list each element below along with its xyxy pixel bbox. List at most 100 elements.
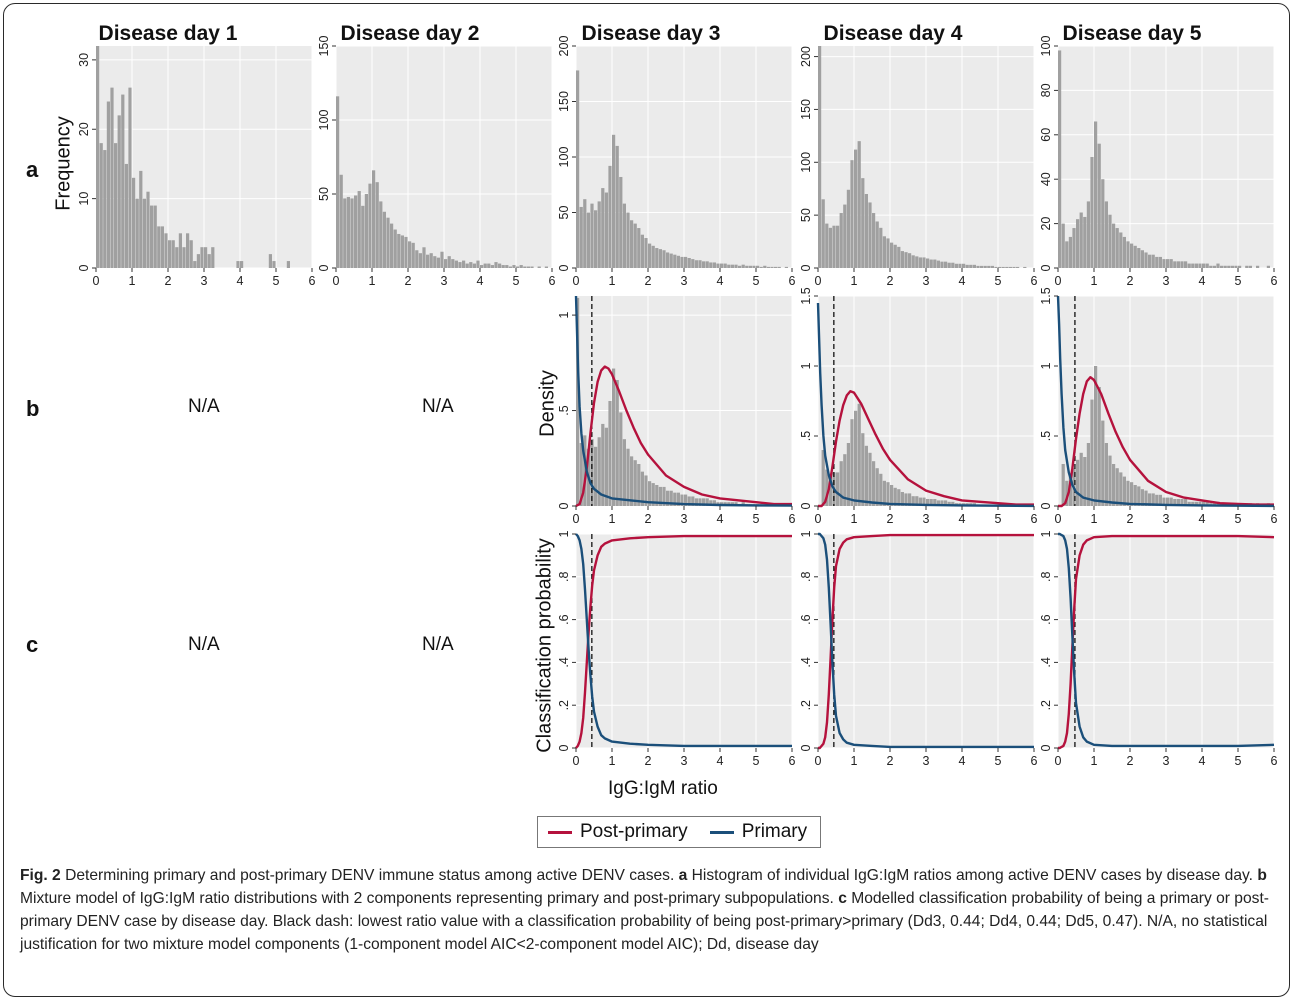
histogram-bar [705, 261, 709, 268]
histogram-bar [821, 450, 825, 506]
histogram-bar [357, 191, 361, 268]
y-tick-label: .2 [557, 700, 571, 710]
histogram-bar [339, 174, 343, 268]
histogram-bar [1094, 366, 1098, 506]
x-tick-label: 5 [753, 274, 760, 288]
y-tick-label: 30 [77, 53, 91, 67]
histogram-bar [189, 240, 193, 268]
primary-line [818, 532, 1034, 749]
y-tick-label: .8 [1039, 572, 1053, 582]
histogram-bar [519, 265, 523, 268]
caption-fig-label: Fig. 2 [20, 867, 61, 884]
histogram-bar [709, 500, 713, 506]
histogram-bar [962, 263, 966, 268]
histogram-bar [908, 493, 912, 506]
histogram-bar [286, 261, 290, 268]
y-tick-label: .6 [557, 614, 571, 624]
histogram-bar [608, 165, 612, 268]
x-tick-label: 4 [959, 512, 966, 526]
x-tick-label: 6 [1271, 754, 1278, 768]
x-tick-label: 3 [201, 274, 208, 288]
x-tick-label: 5 [995, 512, 1002, 526]
histogram-bar [709, 262, 713, 268]
x-tick-label: 4 [477, 274, 484, 288]
primary-line [816, 302, 1035, 508]
histogram-bar [832, 225, 836, 268]
histogram-bar [168, 240, 172, 268]
histogram-bar [1061, 223, 1065, 268]
histogram-bar [604, 192, 608, 268]
histogram-bar [612, 134, 616, 268]
histogram-bar [676, 492, 680, 506]
caption-a-label: a [678, 867, 688, 884]
histogram-bar [1166, 259, 1170, 268]
histogram-bar [694, 260, 698, 268]
histogram-bar [393, 229, 397, 268]
histogram-bar [662, 250, 666, 268]
x-tick-label: 1 [851, 754, 858, 768]
x-tick-label: 4 [717, 754, 724, 768]
y-tick-label: 100 [1039, 36, 1053, 57]
histogram-bar [1133, 485, 1137, 506]
histogram-bar [1158, 494, 1162, 506]
x-tick-label: 3 [1163, 754, 1170, 768]
histogram-bar [777, 266, 781, 268]
histogram-bar [828, 473, 832, 506]
y-tick-label: 50 [317, 187, 331, 201]
histogram-bar [857, 141, 861, 268]
histogram-bar [601, 423, 605, 506]
histogram-bar [691, 496, 695, 506]
caption-a-text: Histogram of individual IgG:IgM ratios a… [687, 867, 1258, 884]
histogram-bar [171, 240, 175, 268]
x-tick-label: 3 [923, 274, 930, 288]
y-tick-label: 0 [799, 264, 813, 271]
histogram-bar [846, 189, 850, 268]
y-tick-label: .5 [799, 431, 813, 441]
histogram-bar [1202, 501, 1206, 506]
histogram-bar [929, 499, 933, 506]
histogram-bar [1122, 476, 1126, 506]
histogram-bar [1198, 263, 1202, 268]
histogram-bar [579, 206, 583, 268]
histogram-bar [900, 251, 904, 268]
x-tick-label: 1 [129, 274, 136, 288]
x-tick-label: 1 [609, 512, 616, 526]
histogram-bar [886, 238, 890, 268]
histogram-bar [135, 198, 139, 268]
histogram-bar [1162, 497, 1166, 506]
histogram-bar [922, 497, 926, 506]
histogram-bar [415, 250, 419, 268]
histogram-bar [673, 254, 677, 268]
xlabel-ratio: IgG:IgM ratio [608, 778, 718, 799]
histogram-bar [1126, 241, 1130, 268]
histogram-bar [680, 256, 684, 268]
histogram-bar [900, 492, 904, 506]
panel-a-day2: 0 1 2 3 4 5 6 0 50 100 150 [317, 36, 556, 288]
histogram-bar [1065, 480, 1069, 506]
histogram-bar [619, 412, 623, 506]
histogram-bar [954, 263, 958, 268]
histogram-bar [397, 233, 401, 268]
histogram-bar [196, 254, 200, 268]
x-tick-label: 2 [1127, 754, 1134, 768]
y-tick-label: 0 [317, 264, 331, 271]
histogram-bar [727, 264, 731, 268]
x-tick-label: 0 [573, 512, 580, 526]
histogram-bar [1151, 493, 1155, 506]
histogram-bar [544, 266, 548, 268]
x-tick-label: 5 [753, 512, 760, 526]
x-tick-label: 2 [887, 754, 894, 768]
y-tick-label: 1 [557, 530, 571, 537]
x-tick-label: 1 [1091, 512, 1098, 526]
y-tick-label: 1 [1039, 530, 1053, 537]
histogram-bar [110, 87, 114, 268]
histogram-bar [752, 265, 756, 268]
x-tick-label: 2 [887, 512, 894, 526]
y-tick-label: 200 [557, 36, 571, 57]
histogram-bar [608, 401, 612, 506]
histogram-bar [839, 461, 843, 506]
y-tick-label: .2 [799, 700, 813, 710]
caption-c-text: Modelled classification probability of b… [20, 890, 1269, 953]
y-tick-label: 100 [317, 110, 331, 131]
y-tick-label: 60 [1039, 128, 1053, 142]
